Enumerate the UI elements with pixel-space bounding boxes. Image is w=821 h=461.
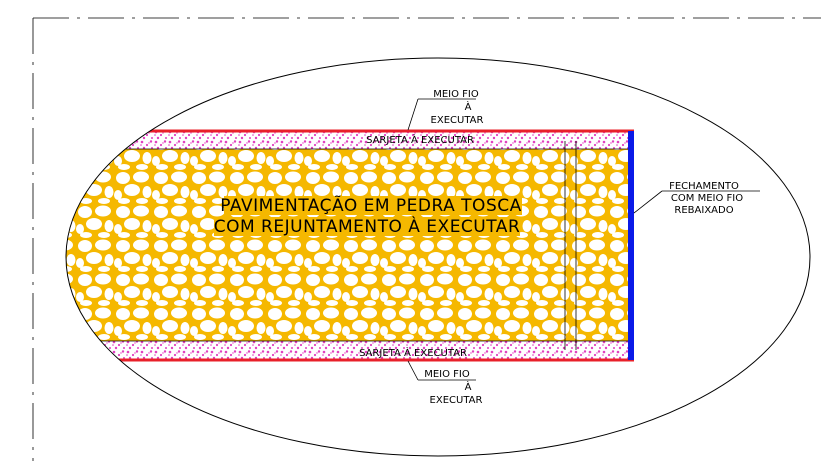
- meio-fio-bottom-leader: [407, 360, 419, 381]
- detail-ellipse: [65, 57, 811, 457]
- sarjeta-bottom-band: [66, 341, 632, 359]
- fechamento-line-1: FECHAMENTO: [669, 181, 739, 192]
- meio-fio-bottom-line-2: À: [465, 380, 472, 393]
- meio-fio-top-line-2: À: [465, 100, 472, 113]
- sarjeta-top-band: [66, 131, 632, 149]
- fechamento-line-3: REBAIXADO: [674, 205, 733, 216]
- main-label-line-2: COM REJUNTAMENTO À EXECUTAR: [214, 215, 521, 237]
- meio-fio-bottom-line-1: MEIO FIO: [424, 369, 470, 380]
- main-label-bg-2: [214, 217, 520, 236]
- sarjeta-top-label: SARJETA À EXECUTAR: [366, 133, 474, 146]
- fechamento-line-2: COM MEIO FIO: [671, 193, 743, 204]
- sarjeta-bottom-label: SARJETA À EXECUTAR: [359, 346, 467, 359]
- meio-fio-top-line-3: EXECUTAR: [431, 115, 484, 126]
- stone-paving-area: [66, 149, 628, 341]
- detail-clip-group: [66, 129, 634, 362]
- meio-fio-top-leader: [407, 98, 419, 131]
- main-label-bg-1: [224, 196, 522, 215]
- meio-fio-bottom-line-3: EXECUTAR: [430, 395, 483, 406]
- closure-curb: [628, 131, 634, 360]
- fechamento-leader: [633, 190, 663, 214]
- main-label-line-1: PAVIMENTAÇÃO EM PEDRA TOSCA: [220, 194, 521, 216]
- meio-fio-top-line-1: MEIO FIO: [433, 89, 479, 100]
